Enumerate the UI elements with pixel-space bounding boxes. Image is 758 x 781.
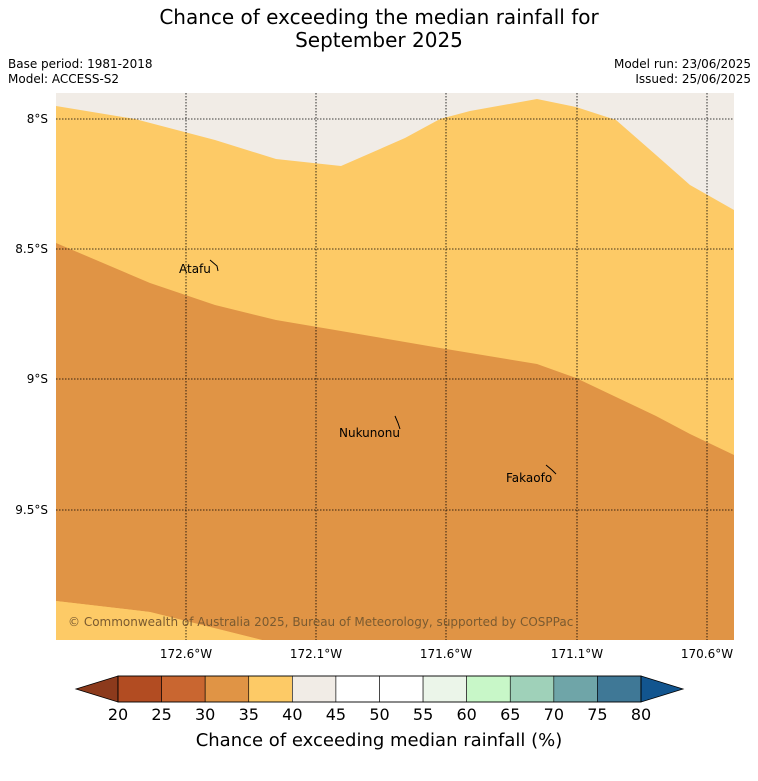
issued-label: Issued: 25/06/2025 [635,72,751,86]
colorbar-tick-65: 65 [500,705,520,724]
colorbar-tick-30: 30 [195,705,215,724]
colorbar-bin-25-30 [161,675,206,703]
base-period-label: Base period: 1981-2018 [8,57,153,71]
colorbar-title: Chance of exceeding median rainfall (%) [195,730,563,751]
lat-label-8s: 8°S [27,112,48,126]
colorbar-frame [117,675,642,703]
colorbar-bin-75-80 [597,675,642,703]
latitude-labels: 8°S 8.5°S 9°S 9.5°S [15,112,48,517]
lon-label-171-6w: 171.6°W [420,647,472,661]
title-line-2: September 2025 [295,28,463,52]
map-plot-area: Atafu Nukunonu Fakaofo © Commonwealth of… [56,93,734,640]
colorbar-over-triangle [640,675,685,703]
colorbar-tick-20: 20 [108,705,128,724]
fakaofo-atoll-outline [545,464,557,475]
title-line-1: Chance of exceeding the median rainfall … [159,5,599,29]
model-label: Model: ACCESS-S2 [8,72,120,86]
colorbar-bin-55-60 [422,675,467,703]
colorbar-bin-60-65 [466,675,511,703]
longitude-labels: 172.6°W 172.1°W 171.6°W 171.1°W 170.6°W [160,647,733,661]
colorbar-tick-40: 40 [282,705,302,724]
colorbar-tick-55: 55 [413,705,433,724]
colorbar: 20 25 30 35 40 45 50 55 60 65 70 75 80 [74,675,685,724]
colorbar-tick-labels: 20 25 30 35 40 45 50 55 60 65 70 75 80 [108,705,651,724]
nukunonu-atoll-outline [394,415,401,430]
lat-label-9-5s: 9.5°S [15,503,48,517]
region-35-40-south [56,601,262,640]
base-info: Base period: 1981-2018 Model: ACCESS-S2 [8,57,153,87]
gridlines [56,93,734,640]
colorbar-tick-75: 75 [587,705,607,724]
colorbar-tick-50: 50 [369,705,389,724]
colorbar-bin-65-70 [509,675,555,703]
lon-label-172-6w: 172.6°W [160,647,212,661]
colorbar-tick-80: 80 [631,705,651,724]
coastlines [209,259,557,475]
lat-label-8-5s: 8.5°S [15,242,48,256]
copyright-notice: © Commonwealth of Australia 2025, Bureau… [68,615,573,629]
colorbar-tick-45: 45 [326,705,346,724]
colorbar-under-triangle [74,675,119,703]
colorbar-bin-20-25 [117,675,162,703]
region-30-35 [56,243,734,640]
place-label-atafu: Atafu [179,262,211,276]
run-info: Model run: 23/06/2025 Issued: 25/06/2025 [614,57,751,87]
colorbar-tick-60: 60 [456,705,476,724]
lon-label-171-1w: 171.1°W [551,647,603,661]
colorbar-tick-25: 25 [151,705,171,724]
atafu-atoll-outline [209,259,219,272]
colorbar-bin-70-75 [553,675,598,703]
place-label-nukunonu: Nukunonu [339,426,400,440]
colorbar-bin-30-35 [204,675,250,703]
model-run-label: Model run: 23/06/2025 [613,57,751,71]
colorbar-bins [117,675,642,703]
lat-label-9s: 9°S [27,372,48,386]
colorbar-bin-40-45 [292,675,337,703]
lon-label-172-1w: 172.1°W [290,647,342,661]
colorbar-bin-45-50 [335,675,380,703]
colorbar-bin-35-40 [248,675,293,703]
place-label-fakaofo: Fakaofo [506,471,552,485]
colorbar-tick-35: 35 [239,705,259,724]
map-title: Chance of exceeding the median rainfall … [0,6,758,52]
colorbar-bin-50-55 [379,675,424,703]
lon-label-170-6w: 170.6°W [681,647,733,661]
colorbar-tick-70: 70 [544,705,564,724]
